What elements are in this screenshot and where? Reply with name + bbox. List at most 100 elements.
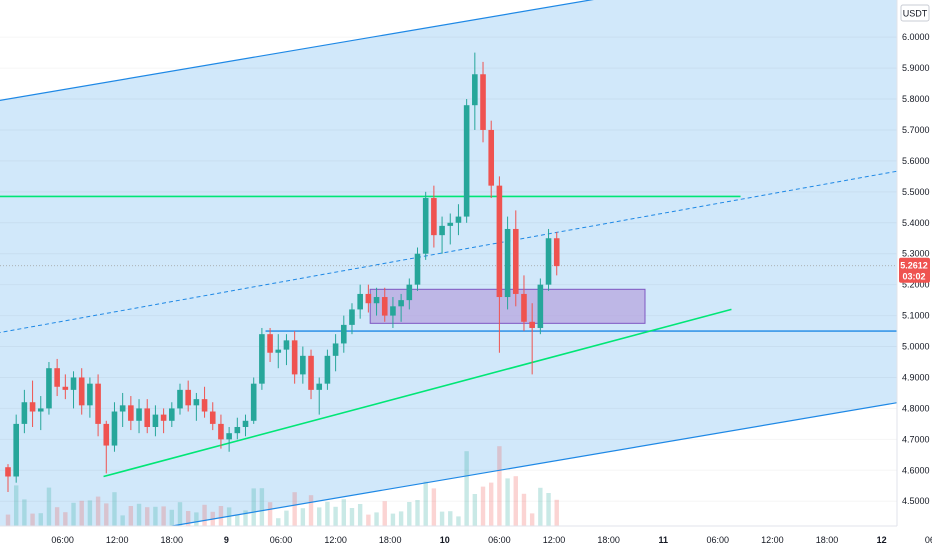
- candle-body: [218, 423, 224, 440]
- y-tick-label: 5.1000: [902, 311, 930, 321]
- volume-bar: [448, 511, 453, 526]
- candle-body: [78, 377, 85, 406]
- candle-body: [414, 253, 421, 285]
- volume-bar: [177, 502, 183, 526]
- volume-bar: [63, 512, 68, 526]
- volume-bar: [538, 487, 543, 526]
- candle-body: [455, 216, 462, 223]
- candle-body: [340, 324, 347, 344]
- volume-bar: [374, 512, 379, 526]
- candle-body: [545, 238, 552, 285]
- candle-body: [209, 411, 216, 424]
- x-tick-label: 06:00: [488, 535, 511, 545]
- candle-body: [136, 408, 142, 421]
- volume-bar: [317, 507, 322, 526]
- volume-bar: [349, 508, 355, 526]
- x-tick-label: 18:00: [597, 535, 620, 545]
- candle-body: [480, 74, 486, 130]
- candle-body: [316, 383, 323, 390]
- y-tick-label: 5.0000: [902, 342, 930, 352]
- volume-bar: [423, 481, 428, 526]
- candle-body: [119, 405, 126, 412]
- candle-body: [259, 334, 265, 384]
- candle-body: [29, 402, 36, 412]
- volume-bar: [325, 501, 330, 526]
- volume-bar: [546, 493, 551, 526]
- volume-bar: [46, 487, 52, 526]
- candle-body: [406, 284, 413, 301]
- candle-body: [226, 433, 232, 440]
- candle-body: [70, 377, 77, 390]
- volume-bar: [284, 510, 289, 526]
- candle-body: [169, 408, 175, 421]
- volume-bar: [136, 503, 142, 526]
- uptrend-line: [103, 308, 732, 478]
- volume-bar: [194, 512, 199, 526]
- candle-body: [37, 408, 44, 412]
- candle-body: [250, 383, 257, 421]
- candle-body: [185, 389, 191, 406]
- candle-body: [332, 343, 339, 356]
- volume-bar: [390, 513, 396, 526]
- volume-bar: [54, 507, 60, 526]
- volume-bar: [439, 511, 445, 526]
- volume-bar: [489, 482, 494, 526]
- volume-bar: [153, 506, 158, 526]
- volume-bar: [145, 507, 150, 526]
- y-tick-label: 5.6000: [902, 156, 930, 166]
- x-tick-label: 06:00: [51, 535, 74, 545]
- volume-bar: [87, 500, 93, 526]
- candle-body: [373, 297, 380, 304]
- candle-body: [349, 309, 355, 325]
- candle-body: [128, 405, 134, 421]
- channel-upper-line: [0, 0, 594, 101]
- volume-bar: [308, 495, 314, 526]
- candle-body: [62, 386, 69, 390]
- candle-body: [87, 383, 93, 406]
- volume-bar: [431, 488, 437, 526]
- volume-bar: [554, 499, 559, 526]
- x-tick-label: 11: [658, 535, 668, 545]
- candle-body: [291, 340, 298, 375]
- volume-bar: [5, 514, 11, 526]
- candle-body: [234, 426, 241, 434]
- volume-bar: [497, 446, 502, 526]
- volume-bar: [259, 488, 265, 526]
- volume-bar: [79, 500, 84, 526]
- volume-bar: [243, 510, 248, 526]
- currency-badge: USDT: [903, 9, 928, 19]
- y-tick-label: 4.7000: [902, 434, 930, 444]
- candle-body: [13, 423, 19, 477]
- candle-body: [504, 228, 511, 298]
- current-price-label: 5.2612: [900, 261, 928, 271]
- volume-bar: [71, 502, 76, 526]
- y-tick-label: 4.5000: [902, 496, 930, 506]
- candle-body: [357, 293, 363, 310]
- volume-bar: [382, 501, 387, 526]
- candle-body: [488, 129, 495, 186]
- candle-body: [177, 389, 183, 409]
- candle-body: [300, 355, 306, 375]
- volume-bar: [235, 514, 240, 526]
- x-tick-label: 06:00: [270, 535, 293, 545]
- volume-bar: [95, 496, 101, 526]
- candle-body: [193, 399, 200, 406]
- volume-bar: [292, 492, 297, 526]
- candle-body: [308, 355, 314, 390]
- time-axis-panel: [0, 526, 932, 550]
- candle-body: [152, 414, 159, 427]
- candle-body: [5, 467, 11, 477]
- volume-bar: [169, 509, 174, 526]
- y-tick-label: 6.0000: [902, 32, 930, 42]
- volume-bar: [128, 506, 134, 526]
- volume-bar: [218, 506, 224, 526]
- candle-body: [275, 349, 282, 353]
- countdown-label: 03:02: [902, 272, 925, 282]
- candle-body: [21, 402, 28, 424]
- volume-bar: [366, 514, 371, 526]
- candle-body: [521, 293, 527, 322]
- candle-body: [512, 228, 519, 294]
